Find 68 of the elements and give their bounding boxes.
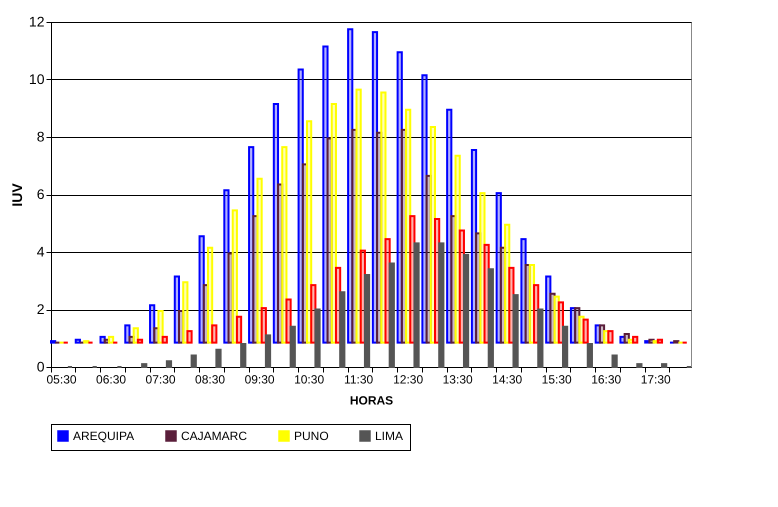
x-tick-label: 12:30 — [393, 372, 424, 386]
bar — [74, 338, 81, 344]
x-tick-label: 06:30 — [96, 372, 126, 386]
legend-label: CAJAMARC — [181, 429, 248, 443]
y-tick-label: 12 — [28, 14, 45, 30]
bar — [582, 318, 589, 344]
x-tick-label: 08:30 — [195, 372, 226, 386]
bar — [162, 336, 168, 344]
bar — [141, 363, 148, 368]
bar — [656, 338, 664, 344]
bar — [314, 308, 321, 368]
bar — [166, 360, 172, 368]
bar — [586, 343, 593, 368]
bar — [413, 242, 420, 368]
bar — [108, 336, 114, 344]
x-tick-label: 16:30 — [591, 372, 622, 386]
x-tick-label: 11:30 — [344, 372, 374, 386]
bar — [636, 363, 642, 368]
legend-label: LIMA — [375, 429, 404, 443]
bar — [562, 326, 568, 368]
bar — [624, 332, 630, 344]
legend-label: AREQUIPA — [73, 429, 134, 443]
bar — [186, 330, 193, 344]
x-tick-label: 05:30 — [46, 372, 77, 386]
y-tick-label: 10 — [28, 71, 45, 87]
bar — [232, 209, 238, 344]
x-tick-label: 09:30 — [244, 372, 275, 386]
legend-label: PUNO — [294, 429, 329, 443]
x-tick-label: 10:30 — [294, 372, 324, 386]
bar — [256, 178, 263, 344]
bar — [182, 281, 188, 344]
x-tick-label: 14:30 — [492, 372, 523, 386]
bar — [215, 348, 222, 368]
bar — [512, 294, 519, 368]
bar — [236, 316, 242, 344]
bar — [438, 242, 444, 368]
bar — [264, 334, 272, 368]
bar — [607, 330, 614, 344]
bar — [206, 246, 214, 344]
bar — [661, 363, 668, 368]
bar — [488, 268, 494, 368]
bar — [462, 254, 470, 368]
y-tick-label: 8 — [36, 128, 45, 144]
x-tick-label: 15:30 — [542, 372, 572, 386]
y-tick-label: 2 — [36, 301, 45, 317]
bar — [190, 354, 197, 368]
bar — [364, 274, 370, 368]
x-axis-title: HORAS — [350, 394, 394, 408]
y-axis-title: IUV — [8, 182, 25, 207]
bar — [136, 338, 144, 344]
x-tick-label: 13:30 — [442, 372, 473, 386]
bar — [290, 326, 296, 368]
bar — [211, 324, 218, 344]
y-tick-label: 4 — [36, 244, 45, 260]
bar — [388, 262, 395, 368]
y-tick-label: 6 — [36, 186, 45, 202]
y-tick-label: 0 — [36, 358, 45, 374]
bar — [281, 146, 288, 344]
bar — [132, 327, 139, 344]
bar — [240, 343, 246, 368]
x-tick-label: 07:30 — [146, 372, 176, 386]
bar — [260, 307, 267, 344]
bar — [537, 308, 544, 368]
bar — [632, 336, 638, 344]
bar — [339, 291, 346, 368]
bar — [612, 354, 618, 368]
x-tick-label: 17:30 — [640, 372, 672, 386]
bar — [157, 310, 164, 344]
